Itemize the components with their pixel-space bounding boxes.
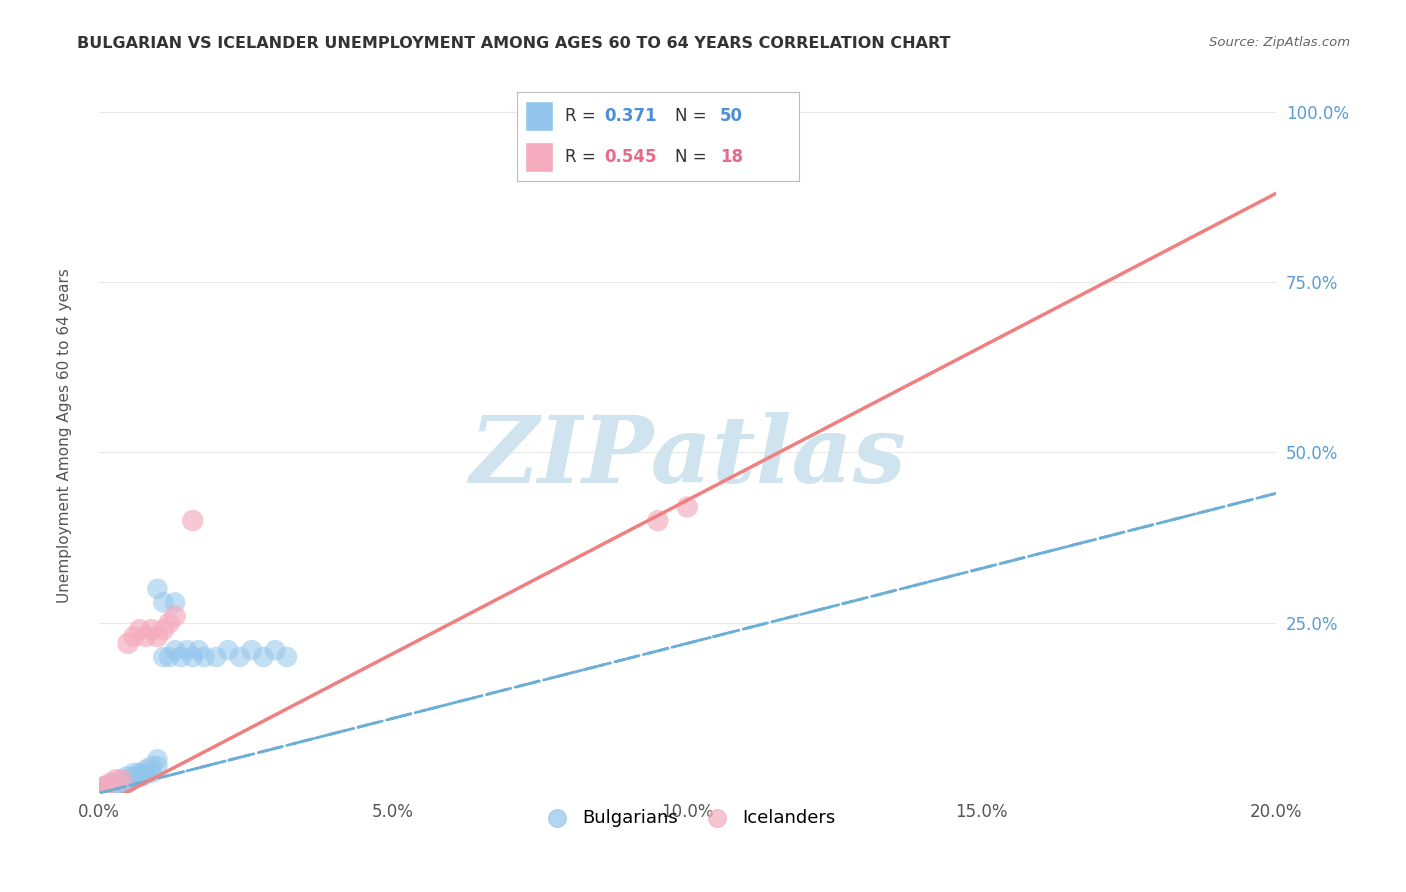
Point bbox=[93, 780, 115, 794]
Text: BULGARIAN VS ICELANDER UNEMPLOYMENT AMONG AGES 60 TO 64 YEARS CORRELATION CHART: BULGARIAN VS ICELANDER UNEMPLOYMENT AMON… bbox=[77, 36, 950, 51]
Point bbox=[110, 772, 132, 787]
Point bbox=[111, 776, 134, 790]
Point bbox=[90, 783, 112, 797]
Point bbox=[128, 765, 150, 780]
Point bbox=[146, 630, 169, 644]
Point bbox=[104, 776, 127, 790]
Point bbox=[108, 780, 131, 794]
Text: ZIPatlas: ZIPatlas bbox=[468, 412, 905, 502]
Point bbox=[90, 783, 112, 797]
Point bbox=[135, 763, 157, 777]
Point bbox=[229, 650, 252, 665]
Point bbox=[193, 650, 215, 665]
Point bbox=[93, 780, 115, 795]
Point bbox=[157, 615, 180, 630]
Point bbox=[103, 780, 125, 794]
Point bbox=[165, 609, 187, 624]
Point bbox=[152, 595, 174, 609]
Point bbox=[117, 776, 139, 790]
Point bbox=[276, 650, 298, 665]
Point bbox=[152, 650, 174, 665]
Point bbox=[647, 514, 669, 528]
Point bbox=[120, 772, 142, 787]
Point bbox=[157, 650, 180, 665]
Point bbox=[735, 112, 758, 126]
Point bbox=[117, 772, 139, 787]
Point bbox=[181, 514, 204, 528]
Point bbox=[146, 752, 169, 766]
Point bbox=[176, 643, 198, 657]
Point bbox=[105, 780, 128, 794]
Point bbox=[252, 650, 274, 665]
Point bbox=[96, 780, 118, 795]
Point bbox=[98, 780, 121, 794]
Point bbox=[117, 636, 139, 650]
Point bbox=[141, 759, 163, 773]
Point bbox=[141, 765, 163, 780]
Legend: Bulgarians, Icelanders: Bulgarians, Icelanders bbox=[531, 802, 844, 834]
Point bbox=[146, 582, 169, 596]
Point bbox=[115, 769, 138, 783]
Point bbox=[132, 769, 155, 783]
Point bbox=[217, 643, 239, 657]
Point bbox=[91, 780, 114, 794]
Point bbox=[105, 772, 128, 787]
Point bbox=[121, 772, 143, 787]
Point bbox=[205, 650, 228, 665]
Point bbox=[152, 623, 174, 637]
Point bbox=[240, 643, 263, 657]
Point bbox=[128, 623, 150, 637]
Point bbox=[141, 623, 163, 637]
Point bbox=[181, 650, 204, 665]
Point bbox=[128, 769, 150, 783]
Point bbox=[122, 630, 145, 644]
Point bbox=[135, 765, 157, 780]
Text: Source: ZipAtlas.com: Source: ZipAtlas.com bbox=[1209, 36, 1350, 49]
Point bbox=[105, 778, 128, 792]
Point bbox=[122, 769, 145, 783]
Point bbox=[165, 643, 187, 657]
Point bbox=[114, 776, 136, 790]
Point bbox=[98, 778, 121, 792]
Point bbox=[98, 776, 121, 790]
Point bbox=[111, 772, 134, 787]
Point bbox=[94, 783, 117, 797]
Point bbox=[146, 759, 169, 773]
Point bbox=[264, 643, 287, 657]
Y-axis label: Unemployment Among Ages 60 to 64 years: Unemployment Among Ages 60 to 64 years bbox=[58, 268, 72, 603]
Point bbox=[135, 630, 157, 644]
Point bbox=[676, 500, 699, 514]
Point bbox=[122, 765, 145, 780]
Point bbox=[170, 650, 193, 665]
Point bbox=[165, 595, 187, 609]
Point bbox=[111, 780, 134, 794]
Point bbox=[187, 643, 209, 657]
